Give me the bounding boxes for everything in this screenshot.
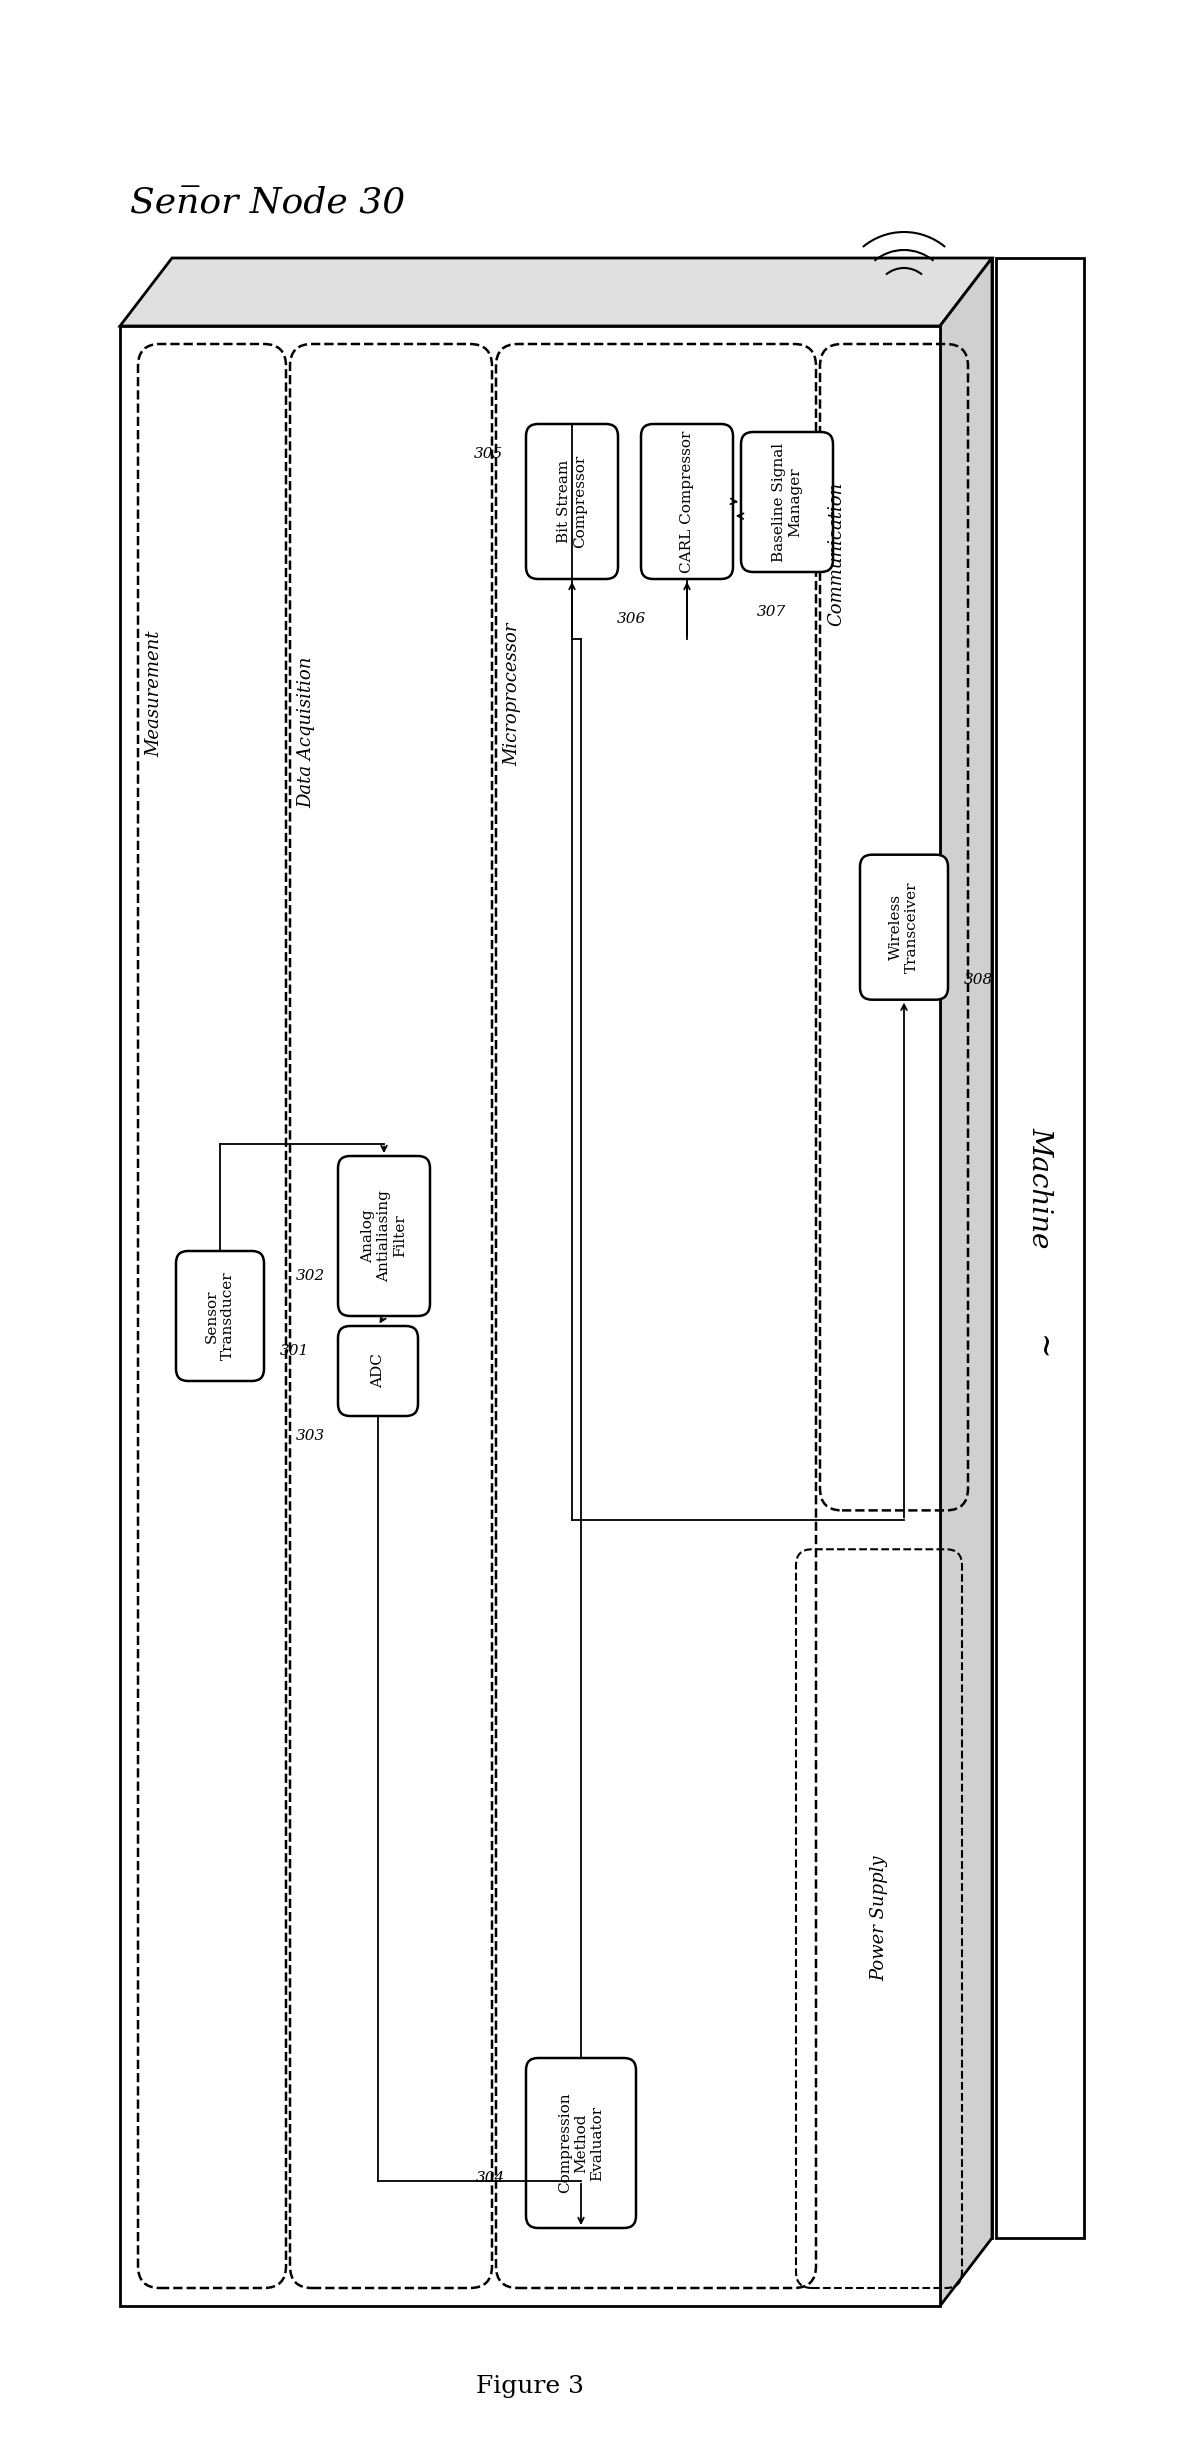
Bar: [996, 257, 1083, 2238]
Text: CARL Compressor: CARL Compressor: [680, 430, 694, 572]
Bar: [172, 257, 992, 2238]
FancyBboxPatch shape: [526, 423, 618, 580]
Text: 302: 302: [296, 1269, 324, 1284]
Text: ~: ~: [1024, 1336, 1055, 1360]
Text: ADC: ADC: [371, 1353, 385, 1389]
Text: Baseline Signal
Manager: Baseline Signal Manager: [772, 443, 802, 563]
Text: Sensor
Transducer: Sensor Transducer: [204, 1272, 235, 1360]
Text: 301: 301: [279, 1343, 309, 1358]
Text: Compression
Method
Evaluator: Compression Method Evaluator: [558, 2094, 605, 2194]
FancyBboxPatch shape: [741, 433, 833, 572]
Text: 307: 307: [757, 604, 785, 619]
Text: Wireless
Transceiver: Wireless Transceiver: [889, 881, 920, 974]
Text: Sen̅or Node 30: Sen̅or Node 30: [129, 186, 405, 220]
Text: Measurement: Measurement: [145, 631, 163, 758]
FancyBboxPatch shape: [860, 854, 948, 1000]
FancyBboxPatch shape: [176, 1250, 264, 1382]
Polygon shape: [940, 257, 992, 2307]
Text: Microprocessor: Microprocessor: [503, 621, 522, 766]
Text: Analog
Antialiasing
Filter: Analog Antialiasing Filter: [361, 1191, 407, 1282]
Polygon shape: [120, 257, 992, 325]
Bar: [120, 325, 940, 2307]
Text: Figure 3: Figure 3: [476, 2375, 584, 2397]
Text: Communication: Communication: [827, 482, 845, 626]
Text: 305: 305: [473, 448, 503, 460]
Text: Power Supply: Power Supply: [870, 1857, 887, 1981]
FancyBboxPatch shape: [526, 2057, 636, 2228]
Text: 303: 303: [296, 1428, 324, 1443]
FancyBboxPatch shape: [339, 1326, 418, 1416]
Text: 306: 306: [617, 612, 645, 626]
Text: Data Acquisition: Data Acquisition: [297, 658, 315, 810]
Text: Bit Stream
Compressor: Bit Stream Compressor: [557, 455, 587, 548]
Text: 304: 304: [475, 2172, 505, 2184]
Text: Machine: Machine: [1026, 1128, 1054, 1250]
FancyBboxPatch shape: [339, 1157, 430, 1316]
FancyBboxPatch shape: [642, 423, 733, 580]
Text: 308: 308: [963, 974, 993, 986]
